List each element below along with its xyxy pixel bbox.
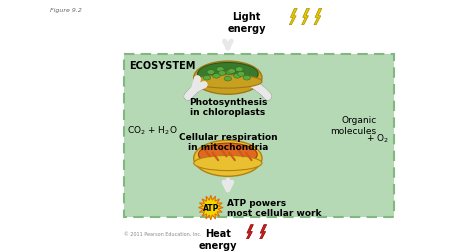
Polygon shape — [246, 225, 253, 240]
Ellipse shape — [228, 69, 235, 74]
Text: ATP: ATP — [202, 203, 219, 212]
Ellipse shape — [235, 68, 243, 72]
Ellipse shape — [194, 76, 262, 89]
Text: Heat
energy: Heat energy — [199, 229, 238, 250]
Ellipse shape — [198, 63, 258, 86]
Text: CO$_2$ + H$_2$O: CO$_2$ + H$_2$O — [127, 124, 177, 137]
Polygon shape — [259, 225, 267, 240]
Ellipse shape — [194, 156, 262, 171]
Text: Photosynthesis
in chloroplasts: Photosynthesis in chloroplasts — [189, 97, 267, 117]
FancyBboxPatch shape — [124, 55, 394, 217]
Text: © 2011 Pearson Education, Inc.: © 2011 Pearson Education, Inc. — [124, 231, 201, 236]
Text: + O$_2$: + O$_2$ — [366, 132, 389, 144]
Polygon shape — [314, 9, 322, 26]
Ellipse shape — [194, 141, 262, 177]
Ellipse shape — [237, 72, 245, 77]
Ellipse shape — [234, 74, 241, 79]
Ellipse shape — [243, 76, 251, 81]
Ellipse shape — [224, 77, 232, 82]
Ellipse shape — [203, 76, 211, 81]
Text: Cellular respiration
in mitochondria: Cellular respiration in mitochondria — [179, 132, 277, 151]
Text: ECOSYSTEM: ECOSYSTEM — [129, 60, 196, 70]
Ellipse shape — [207, 70, 215, 75]
Polygon shape — [302, 9, 310, 26]
Text: Light
energy: Light energy — [228, 12, 266, 34]
Text: Organic
molecules: Organic molecules — [331, 116, 377, 135]
Polygon shape — [198, 196, 223, 220]
Ellipse shape — [218, 71, 226, 76]
Text: Figure 9.2: Figure 9.2 — [50, 8, 81, 13]
Ellipse shape — [213, 74, 220, 79]
Ellipse shape — [194, 62, 262, 95]
Ellipse shape — [226, 70, 234, 75]
Text: ATP powers
most cellular work: ATP powers most cellular work — [227, 198, 321, 217]
Polygon shape — [289, 9, 297, 26]
Ellipse shape — [216, 68, 224, 72]
Ellipse shape — [198, 144, 257, 166]
